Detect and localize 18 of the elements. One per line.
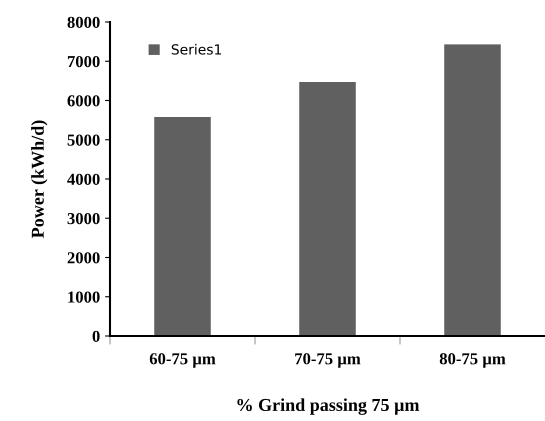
x-tick-label: 60-75 µm bbox=[150, 353, 216, 368]
y-axis-title: Power (kWh/d) bbox=[31, 120, 48, 238]
bar bbox=[154, 116, 211, 336]
x-axis-title: % Grind passing 75 µm bbox=[237, 398, 420, 415]
y-tick-label: 1000 bbox=[68, 291, 100, 303]
y-tick-label: 7000 bbox=[68, 56, 100, 68]
bar bbox=[444, 44, 501, 336]
y-tick-label: 3000 bbox=[68, 212, 100, 224]
y-tick-label: 0 bbox=[92, 330, 100, 342]
y-tick-label: 2000 bbox=[68, 252, 100, 264]
legend-label: Series1 bbox=[172, 44, 222, 55]
y-tick-label: 5000 bbox=[68, 134, 100, 146]
y-tick-label: 8000 bbox=[68, 16, 100, 28]
x-tick-label: 70-75 µm bbox=[295, 353, 360, 368]
bar bbox=[299, 82, 356, 336]
x-tick-label: 80-75 µm bbox=[440, 353, 506, 368]
y-tick-label: 4000 bbox=[67, 174, 100, 185]
y-tick-label: 6000 bbox=[68, 95, 100, 106]
